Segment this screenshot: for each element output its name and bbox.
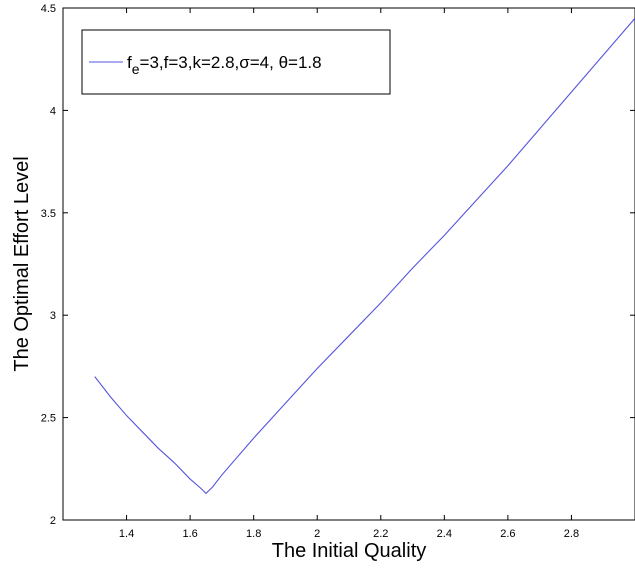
legend-rest: =3,f=3,k=2.8,σ=4, θ=1.8 <box>140 53 322 72</box>
x-tick-label: 2.4 <box>437 528 452 540</box>
y-axis-title: The Optimal Effort Level <box>11 156 33 371</box>
x-tick-label: 2 <box>314 528 320 540</box>
x-tick-label: 1.6 <box>182 528 197 540</box>
x-tick-label: 2.8 <box>564 528 579 540</box>
x-tick-label: 2.6 <box>500 528 515 540</box>
y-tick-label: 4 <box>50 105 56 117</box>
legend-base: f <box>127 53 132 72</box>
series-line <box>94 17 635 495</box>
legend-box <box>81 29 391 95</box>
legend-entry: fe=3,f=3,k=2.8,σ=4, θ=1.8 <box>127 53 322 77</box>
y-tick-label: 3 <box>50 310 56 322</box>
y-axis-ticks: 2 2.5 3 3.5 4 4.5 <box>41 3 635 527</box>
x-axis-ticks: 1.4 1.6 1.8 2 2.2 2.4 2.6 2.8 <box>119 8 579 540</box>
legend-subscript: e <box>132 61 140 77</box>
legend: fe=3,f=3,k=2.8,σ=4, θ=1.8 <box>81 29 391 95</box>
y-tick-label: 3.5 <box>41 208 56 220</box>
x-tick-label: 2.2 <box>373 528 388 540</box>
x-tick-label: 1.8 <box>246 528 261 540</box>
y-tick-label: 4.5 <box>41 3 56 15</box>
y-tick-label: 2 <box>50 515 56 527</box>
x-tick-label: 1.4 <box>119 528 134 540</box>
y-tick-label: 2.5 <box>41 413 56 425</box>
x-axis-title: The Initial Quality <box>272 540 427 562</box>
